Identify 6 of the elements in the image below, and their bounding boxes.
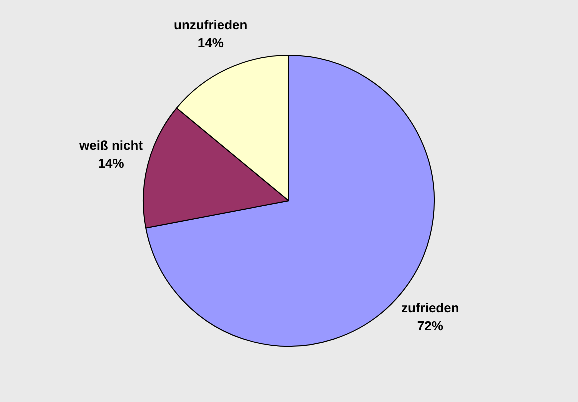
data-label: 14% [98,156,125,171]
slice-label: unzufrieden [174,18,248,33]
slice-label: zufrieden [401,300,460,316]
data-label: 14% [198,36,224,51]
slice-label: weiß nicht [78,138,144,153]
data-label: 72% [417,318,444,334]
